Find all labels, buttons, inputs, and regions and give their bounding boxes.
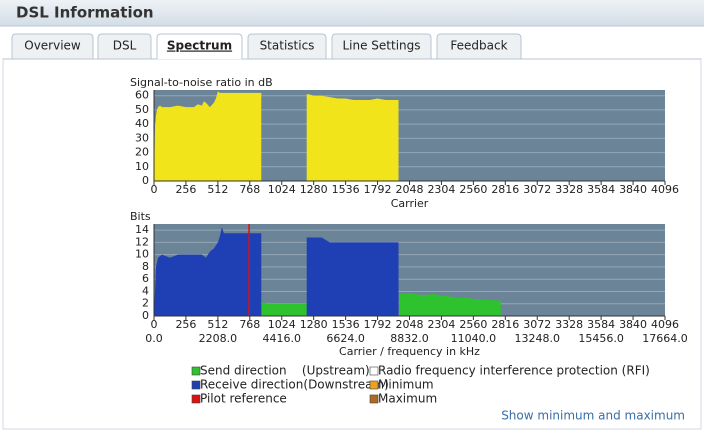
x-tick-label: 2304 — [427, 318, 455, 331]
y-tick-label: 0 — [142, 174, 149, 187]
x-tick-label: 2048 — [396, 318, 424, 331]
x2-tick-label: 17664.0 — [642, 332, 688, 345]
legend-swatch — [369, 394, 379, 404]
y-tick-label: 0 — [142, 309, 149, 322]
tab[interactable] — [156, 33, 243, 59]
x-tick-label: 1792 — [364, 183, 392, 196]
y-tick-label: 8 — [142, 260, 149, 273]
x-tick-label: 2560 — [459, 183, 487, 196]
legend-swatch — [191, 380, 201, 390]
tab[interactable] — [11, 33, 94, 59]
area — [306, 237, 399, 316]
x-tick-label: 4096 — [651, 318, 679, 331]
x-tick-label: 1792 — [364, 318, 392, 331]
header-title: DSL Information — [16, 4, 154, 22]
x2-tick-label: 6624.0 — [326, 332, 365, 345]
x2-tick-label: 15456.0 — [578, 332, 624, 345]
x-tick-label: 1536 — [332, 183, 360, 196]
x-tick-label: 1024 — [268, 318, 296, 331]
x2-tick-label: 4416.0 — [263, 332, 302, 345]
legend-swatch — [191, 366, 201, 376]
tab[interactable] — [436, 33, 522, 59]
x-tick-label: 1280 — [300, 318, 328, 331]
y-tick-label: 10 — [135, 248, 149, 261]
x-tick-label: 2816 — [491, 318, 519, 331]
x2-tick-label: 13248.0 — [515, 332, 561, 345]
x-axis-title: Carrier / frequency in kHz — [339, 345, 480, 358]
legend-label: Send direction (Upstream) — [200, 364, 370, 378]
legend-label: Radio frequency interference protection … — [378, 364, 650, 378]
legend-label: Maximum — [378, 392, 437, 406]
x-tick-label: 3584 — [587, 183, 615, 196]
x-tick-label: 2560 — [459, 318, 487, 331]
x-tick-label: 2816 — [491, 183, 519, 196]
tab-label[interactable]: Overview — [24, 39, 81, 53]
x-axis-title: Carrier — [391, 197, 429, 210]
x-tick-label: 3072 — [523, 183, 551, 196]
x2-tick-label: 8832.0 — [390, 332, 429, 345]
x-tick-label: 1024 — [268, 183, 296, 196]
area — [261, 301, 307, 316]
y-tick-label: 12 — [135, 235, 149, 248]
y-tick-label: 14 — [135, 223, 149, 236]
legend-label: Minimum — [378, 378, 434, 392]
x2-tick-label: 0.0 — [145, 332, 163, 345]
tab-label[interactable]: Line Settings — [342, 39, 420, 53]
x-tick-label: 3328 — [555, 318, 583, 331]
x-tick-label: 0 — [151, 183, 158, 196]
link[interactable]: Show minimum and maximum — [501, 409, 685, 423]
y-tick-label: 60 — [135, 89, 149, 102]
y-tick-label: 2 — [142, 297, 149, 310]
x-tick-label: 256 — [175, 318, 196, 331]
x-tick-label: 512 — [207, 183, 228, 196]
area — [399, 292, 501, 316]
legend-swatch — [191, 394, 201, 404]
tab[interactable] — [247, 33, 327, 59]
x-tick-label: 1280 — [300, 183, 328, 196]
tab-label[interactable]: Spectrum — [167, 39, 232, 53]
y-tick-label: 50 — [135, 103, 149, 116]
x-tick-label: 3072 — [523, 318, 551, 331]
y-tick-label: 20 — [135, 146, 149, 159]
x-tick-label: 3840 — [619, 183, 647, 196]
header-bar — [0, 0, 704, 26]
x-tick-label: 4096 — [651, 183, 679, 196]
y-axis-title: Bits — [130, 210, 151, 223]
x-tick-label: 0 — [151, 318, 158, 331]
tab[interactable] — [97, 33, 152, 59]
x-tick-label: 768 — [239, 183, 260, 196]
legend-label: Receive direction(Downstream) — [200, 378, 389, 392]
y-tick-label: 10 — [135, 160, 149, 173]
y-tick-label: 30 — [135, 131, 149, 144]
y-tick-label: 40 — [135, 117, 149, 130]
y-tick-label: 6 — [142, 272, 149, 285]
x-tick-label: 3328 — [555, 183, 583, 196]
legend-swatch — [369, 380, 379, 390]
y-axis-title: Signal-to-noise ratio in dB — [130, 76, 273, 89]
area — [154, 91, 262, 181]
legend-swatch — [369, 366, 379, 376]
x-tick-label: 2304 — [427, 183, 455, 196]
x-tick-label: 3584 — [587, 318, 615, 331]
area — [306, 94, 399, 181]
legend-label: Pilot reference — [200, 392, 287, 406]
x-tick-label: 2048 — [396, 183, 424, 196]
x-tick-label: 512 — [207, 318, 228, 331]
area — [154, 227, 262, 316]
tab[interactable] — [331, 33, 432, 59]
x-tick-label: 256 — [175, 183, 196, 196]
x-tick-label: 768 — [239, 318, 260, 331]
y-tick-label: 4 — [142, 284, 149, 297]
x-tick-label: 3840 — [619, 318, 647, 331]
tab-label[interactable]: DSL — [113, 39, 137, 53]
x-tick-label: 1536 — [332, 318, 360, 331]
tab-label[interactable]: Feedback — [450, 39, 507, 53]
x2-tick-label: 2208.0 — [199, 332, 238, 345]
x2-tick-label: 11040.0 — [451, 332, 497, 345]
tab-label[interactable]: Statistics — [260, 39, 315, 53]
